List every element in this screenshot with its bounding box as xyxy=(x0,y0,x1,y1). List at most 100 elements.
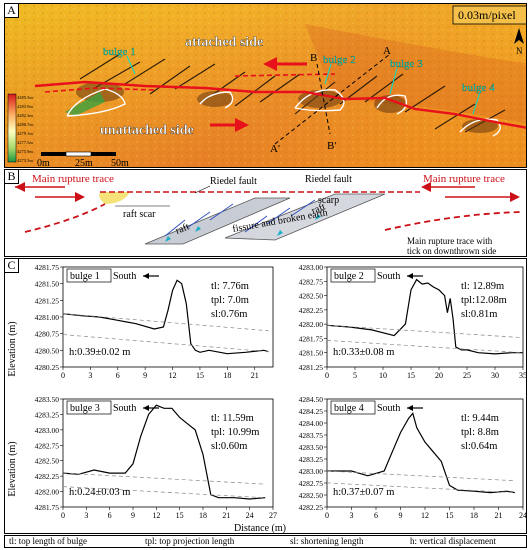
plot-frame-2 xyxy=(326,266,524,368)
x-tick-label: 3 xyxy=(88,371,92,380)
main-rupture-left-label: Main rupture trace xyxy=(32,173,114,185)
south-label: South xyxy=(113,271,136,282)
y-tick-label: 4284.00 xyxy=(299,419,324,428)
riedel-pointer xyxy=(194,185,211,194)
x-tick-label: 12 xyxy=(169,371,177,380)
x-tick-label: 12 xyxy=(421,511,429,520)
stat-annotation: tl: 7.76m xyxy=(211,281,249,292)
y-tick-label: 4282.00 xyxy=(35,488,60,497)
mark-a: A xyxy=(383,45,391,57)
x-tick-label: 3 xyxy=(84,511,88,520)
x-tick-label: 0 xyxy=(325,511,329,520)
x-tick-label: 18 xyxy=(470,511,478,520)
elevation-profile-3 xyxy=(62,404,266,500)
north-arrow-icon: N xyxy=(514,28,524,56)
y-tick-label: 4280.25 xyxy=(35,363,60,372)
y-tick-label: 4284.50 xyxy=(299,395,324,404)
mark-b: B xyxy=(310,52,317,64)
ylabel-top: Elevation (m) xyxy=(7,321,18,376)
x-tick-label: 5 xyxy=(353,371,357,380)
rupture-trace-dashed-2 xyxy=(234,73,336,77)
svg-text:50m: 50m xyxy=(111,158,129,168)
bulge-title: bulge 3 xyxy=(70,403,100,414)
vegetation-patch xyxy=(65,92,105,116)
legend-line-2: tick on downthrown side xyxy=(407,246,496,256)
vertical-displacement-label: h:0.39±0.02 m xyxy=(69,347,130,358)
y-tick-label: 4283.75 xyxy=(299,431,324,440)
x-tick-label: 18 xyxy=(199,511,207,520)
x-tick-label: 6 xyxy=(116,371,120,380)
y-tick-label: 4281.00 xyxy=(35,313,60,322)
x-tick-label: 0 xyxy=(61,511,65,520)
y-tick-label: 4283.50 xyxy=(299,443,324,452)
upper-surface-line xyxy=(62,472,266,485)
lower-surface-line xyxy=(326,482,515,493)
y-tick-label: 4282.75 xyxy=(299,479,324,488)
x-tick-label: 12 xyxy=(152,511,160,520)
bulge-title: bulge 2 xyxy=(334,271,364,282)
y-tick-label: 4282.50 xyxy=(299,491,324,500)
svg-text:0m: 0m xyxy=(37,158,50,168)
stat-annotation: tl: 11.59m xyxy=(211,413,254,424)
x-tick-label: 10 xyxy=(379,371,387,380)
stat-annotation: sl:0.60m xyxy=(211,441,247,452)
x-tick-label: 15 xyxy=(176,511,184,520)
y-tick-label: 4281.75 xyxy=(299,334,324,343)
scarp-label: scarp xyxy=(318,195,339,206)
y-tick-label: 4283.25 xyxy=(35,410,60,419)
bulge1-label: bulge 1 xyxy=(103,46,136,58)
y-tick-label: 4281.25 xyxy=(299,363,324,372)
bulge3-label: bulge 3 xyxy=(390,58,423,70)
svg-text:4280.7m: 4280.7m xyxy=(17,122,33,127)
pixel-scale-text: 0.03m/pixel xyxy=(458,8,516,22)
footer-tpl: tpl: top projection length xyxy=(145,536,235,546)
y-tick-label: 4282.00 xyxy=(299,320,324,329)
stat-annotation: tpl: 8.8m xyxy=(461,427,499,438)
stat-annotation: tl: 9.44m xyxy=(461,413,499,424)
south-arrowhead-icon xyxy=(143,273,149,279)
x-tick-label: 6 xyxy=(108,511,112,520)
south-arrowhead-icon xyxy=(407,273,413,279)
colorbar-labels: 4285.5m 4283.9m 4282.3m 4280.7m 4279.1m … xyxy=(17,95,33,163)
svg-text:4275.9m: 4275.9m xyxy=(17,149,33,154)
bulge2-leader xyxy=(324,63,332,85)
svg-text:4273.5m: 4273.5m xyxy=(17,158,33,163)
footer-sl: sl: shortening length xyxy=(290,536,364,546)
xlabel: Distance (m) xyxy=(234,523,286,534)
y-tick-label: 4282.25 xyxy=(299,306,324,315)
main-rupture-right-label: Main rupture trace xyxy=(423,173,505,185)
stat-annotation: tpl: 10.99m xyxy=(211,427,259,438)
footer-h: h: vertical displacement xyxy=(410,536,496,546)
bulge-title-box xyxy=(66,268,112,283)
panel-c-profiles: Elevation (m) Elevation (m) Distance (m)… xyxy=(4,258,527,534)
raft-fissures xyxy=(164,199,316,237)
x-tick-label: 21 xyxy=(251,371,259,380)
vertical-displacement-label: h:0.24±0.03 m xyxy=(69,487,130,498)
y-tick-label: 4282.25 xyxy=(35,472,60,481)
y-tick-label: 4284.25 xyxy=(299,407,324,416)
y-tick-label: 4283.25 xyxy=(299,455,324,464)
legend-line-1: Main rupture trace with xyxy=(407,236,493,246)
bulge-title-box xyxy=(66,400,112,415)
y-tick-label: 4283.50 xyxy=(35,395,60,404)
x-tick-label: 15 xyxy=(446,511,454,520)
terrain-map-svg: A A' B B' attached side unattached side … xyxy=(5,4,526,168)
upper-surface-line xyxy=(326,470,515,482)
x-tick-label: 3 xyxy=(350,511,354,520)
x-tick-label: 0 xyxy=(61,371,65,380)
panel-b-schematic: Main rupture trace Main rupture trace Ri… xyxy=(4,169,527,257)
svg-text:4279.1m: 4279.1m xyxy=(17,131,33,136)
riedel-label-1: Riedel fault xyxy=(210,176,257,187)
south-label: South xyxy=(377,403,400,414)
stat-annotation: tl: 12.89m xyxy=(461,281,504,292)
mark-b-prime: B' xyxy=(327,140,336,152)
x-tick-label: 25 xyxy=(463,371,471,380)
y-tick-label: 4281.50 xyxy=(35,280,60,289)
panel-a-terrain-map: A A' B B' attached side unattached side … xyxy=(4,3,527,168)
slip-arrow-top xyxy=(263,57,307,71)
raft-label-2: raft xyxy=(310,201,327,216)
attached-side-label: attached side xyxy=(185,35,263,50)
y-tick-label: 4283.00 xyxy=(299,263,324,272)
riedel-label-2: Riedel fault xyxy=(305,174,352,185)
curve-right xyxy=(384,211,521,231)
